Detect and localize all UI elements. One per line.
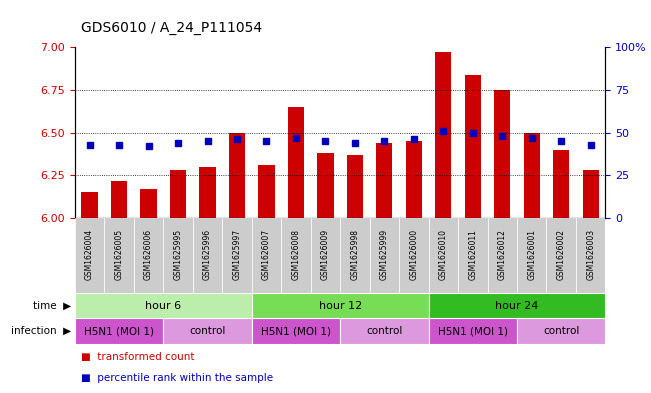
Text: GSM1625997: GSM1625997 bbox=[232, 230, 242, 281]
Bar bbox=[252, 293, 428, 318]
Bar bbox=[523, 133, 540, 218]
Bar bbox=[370, 218, 399, 293]
Bar bbox=[81, 193, 98, 218]
Bar bbox=[199, 167, 215, 218]
Text: GSM1626010: GSM1626010 bbox=[439, 230, 448, 280]
Text: GSM1626009: GSM1626009 bbox=[321, 230, 330, 281]
Bar bbox=[458, 218, 488, 293]
Bar bbox=[111, 180, 127, 218]
Text: GSM1626002: GSM1626002 bbox=[557, 230, 566, 280]
Bar bbox=[517, 318, 605, 344]
Bar bbox=[193, 218, 222, 293]
Bar bbox=[583, 170, 599, 218]
Bar bbox=[399, 218, 428, 293]
Bar bbox=[428, 293, 605, 318]
Text: GSM1625995: GSM1625995 bbox=[174, 230, 182, 281]
Text: GSM1625999: GSM1625999 bbox=[380, 230, 389, 281]
Bar bbox=[311, 218, 340, 293]
Bar bbox=[75, 318, 163, 344]
Text: hour 6: hour 6 bbox=[145, 301, 182, 310]
Bar bbox=[347, 155, 363, 218]
Text: GSM1626000: GSM1626000 bbox=[409, 230, 419, 281]
Bar bbox=[553, 150, 570, 218]
Text: ■  transformed count: ■ transformed count bbox=[81, 352, 195, 362]
Text: GSM1626008: GSM1626008 bbox=[292, 230, 300, 280]
Bar bbox=[428, 318, 517, 344]
Text: GSM1626011: GSM1626011 bbox=[468, 230, 477, 280]
Bar bbox=[75, 293, 252, 318]
Bar bbox=[134, 218, 163, 293]
Bar bbox=[465, 75, 481, 218]
Text: hour 12: hour 12 bbox=[318, 301, 362, 310]
Bar bbox=[436, 52, 451, 218]
Bar bbox=[406, 141, 422, 218]
Text: ■  percentile rank within the sample: ■ percentile rank within the sample bbox=[81, 373, 273, 383]
Text: GSM1626004: GSM1626004 bbox=[85, 230, 94, 281]
Bar bbox=[576, 218, 605, 293]
Text: control: control bbox=[189, 326, 226, 336]
Bar bbox=[104, 218, 134, 293]
Bar bbox=[546, 218, 576, 293]
Bar bbox=[340, 218, 370, 293]
Bar bbox=[163, 218, 193, 293]
Text: time  ▶: time ▶ bbox=[33, 301, 72, 310]
Text: GSM1626001: GSM1626001 bbox=[527, 230, 536, 280]
Text: GSM1626012: GSM1626012 bbox=[498, 230, 506, 280]
Bar bbox=[252, 218, 281, 293]
Text: GSM1626006: GSM1626006 bbox=[144, 230, 153, 281]
Bar bbox=[141, 189, 157, 218]
Text: GSM1625996: GSM1625996 bbox=[203, 230, 212, 281]
Bar bbox=[258, 165, 275, 218]
Bar bbox=[281, 218, 311, 293]
Bar bbox=[229, 133, 245, 218]
Bar bbox=[317, 153, 333, 218]
Text: H5N1 (MOI 1): H5N1 (MOI 1) bbox=[437, 326, 508, 336]
Bar bbox=[222, 218, 252, 293]
Bar bbox=[252, 318, 340, 344]
Bar bbox=[75, 218, 104, 293]
Text: infection  ▶: infection ▶ bbox=[12, 326, 72, 336]
Bar bbox=[163, 318, 252, 344]
Text: GSM1625998: GSM1625998 bbox=[350, 230, 359, 280]
Text: GSM1626003: GSM1626003 bbox=[586, 230, 595, 281]
Text: GSM1626005: GSM1626005 bbox=[115, 230, 124, 281]
Bar bbox=[494, 90, 510, 218]
Bar bbox=[170, 170, 186, 218]
Bar bbox=[517, 218, 546, 293]
Text: hour 24: hour 24 bbox=[495, 301, 538, 310]
Text: control: control bbox=[366, 326, 402, 336]
Bar bbox=[376, 143, 393, 218]
Text: GDS6010 / A_24_P111054: GDS6010 / A_24_P111054 bbox=[81, 21, 262, 35]
Text: GSM1626007: GSM1626007 bbox=[262, 230, 271, 281]
Bar bbox=[488, 218, 517, 293]
Bar bbox=[428, 218, 458, 293]
Text: H5N1 (MOI 1): H5N1 (MOI 1) bbox=[261, 326, 331, 336]
Text: H5N1 (MOI 1): H5N1 (MOI 1) bbox=[84, 326, 154, 336]
Bar bbox=[340, 318, 428, 344]
Text: control: control bbox=[543, 326, 579, 336]
Bar bbox=[288, 107, 304, 218]
